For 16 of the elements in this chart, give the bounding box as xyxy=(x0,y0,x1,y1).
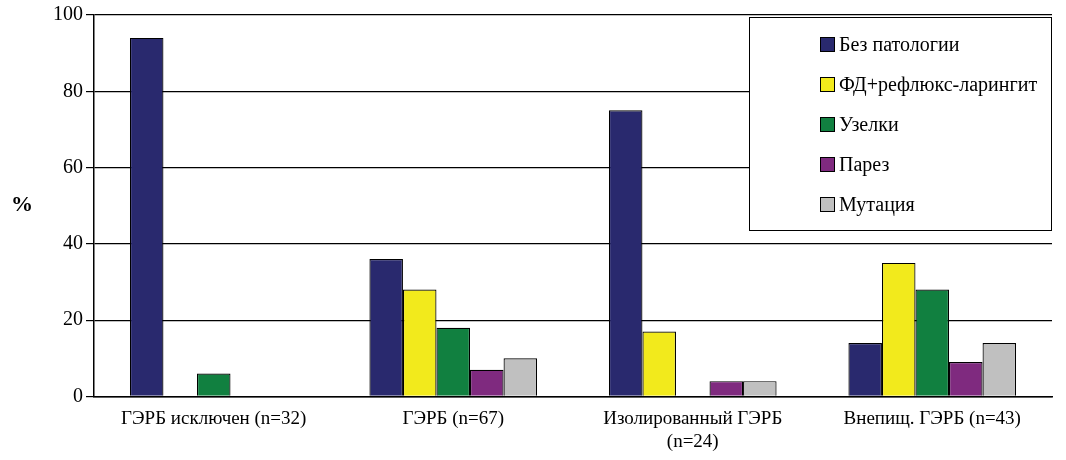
y-tick-label: 60 xyxy=(63,154,83,177)
legend-label: Узелки xyxy=(839,112,899,137)
x-tick-label: ГЭРБ исключен (n=32) xyxy=(121,406,307,429)
y-tick-label: 0 xyxy=(73,383,83,406)
x-tick-label: Изолированный ГЭРБ (n=24) xyxy=(603,406,783,452)
legend-label: Мутация xyxy=(839,192,915,218)
x-tick-label: ГЭРБ (n=67) xyxy=(402,406,505,429)
legend-label: Парез xyxy=(839,152,890,178)
x-tick-label: Внепищ. ГЭРБ (n=43) xyxy=(843,406,1021,429)
legend-label: Без патологии xyxy=(839,32,960,57)
y-tick-label: 20 xyxy=(63,307,83,330)
legend-label: ФД+рефлюкс-ларингит xyxy=(839,72,1038,98)
y-tick-label: 80 xyxy=(63,78,83,101)
y-tick-label: 40 xyxy=(63,231,83,254)
y-tick-label: 100 xyxy=(53,2,83,25)
y-axis-title: % xyxy=(11,191,33,217)
